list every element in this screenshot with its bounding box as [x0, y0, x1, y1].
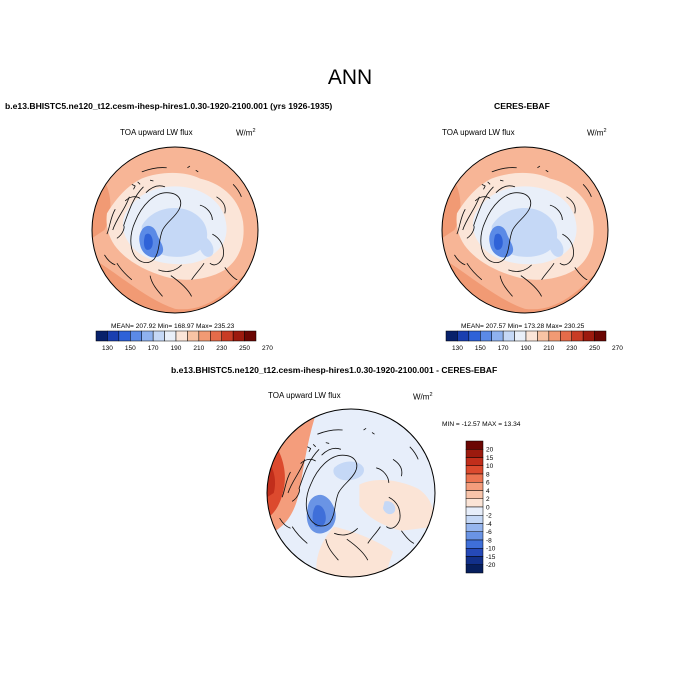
colorbar-2-swatch [560, 330, 572, 342]
colorbar-2-swatch [491, 330, 504, 342]
colorbar-2-tick-label: 150 [475, 345, 486, 352]
colorbar-3-tick-label: -8 [486, 537, 492, 544]
colorbar-2-tick-label: 130 [452, 345, 463, 352]
panel-2-colorbar: 130 150 170 190 210 230 250 270 [445, 330, 623, 352]
colorbar-1-swatch [244, 330, 257, 342]
colorbar-3-swatch [465, 465, 484, 475]
colorbar-1-tick-label: 230 [216, 345, 227, 352]
colorbar-1-swatch [130, 330, 142, 342]
colorbar-2-swatch [468, 330, 481, 342]
colorbar-3-tick-label: -4 [486, 521, 492, 528]
colorbar-2-swatch [594, 330, 607, 342]
colorbar-2-swatch [480, 330, 492, 342]
colorbar-3-swatch [465, 482, 484, 491]
colorbar-3-swatch [465, 506, 484, 516]
colorbar-3-tick-label: 8 [486, 471, 490, 478]
colorbar-3-tick-label: 15 [486, 455, 494, 462]
colorbar-3-tick-label: -6 [486, 529, 492, 536]
colorbar-3-tick-label: -10 [486, 546, 496, 553]
colorbar-1-tick-label: 210 [193, 345, 204, 352]
colorbar-1-tick-label: 250 [239, 345, 250, 352]
colorbar-3-tick-label: -15 [486, 554, 496, 561]
panel-1-units: W/m2 [236, 128, 256, 138]
colorbar-3-swatch [465, 539, 484, 549]
panel-1-colorbar: 130 150 170 190 210 230 250 270 [95, 330, 273, 352]
colorbar-2-swatch [582, 330, 595, 342]
panel-3-units: W/m2 [413, 392, 433, 402]
panel-2-map [441, 146, 609, 314]
colorbar-2-tick-label: 270 [612, 345, 623, 352]
colorbar-2-tick-label: 230 [566, 345, 577, 352]
colorbar-3-swatch [465, 564, 484, 574]
colorbar-1-swatch [95, 330, 108, 342]
colorbar-2-tick-label: 190 [521, 345, 532, 352]
colorbar-2-tick-label: 210 [543, 345, 554, 352]
colorbar-1-swatch [187, 330, 200, 342]
colorbar-3-tick-label: 10 [486, 463, 494, 470]
colorbar-1-swatch [141, 330, 154, 342]
colorbar-3-swatch [465, 490, 484, 499]
colorbar-3-swatch [465, 556, 484, 565]
panel-3-variable: TOA upward LW flux [268, 391, 341, 400]
colorbar-3-swatch [465, 523, 484, 532]
colorbar-3-swatch [465, 498, 484, 508]
colorbar-1-tick-label: 190 [171, 345, 182, 352]
colorbar-1-swatch [107, 330, 120, 342]
colorbar-3-swatch [465, 449, 484, 458]
colorbar-2-swatch [537, 330, 550, 342]
colorbar-3-swatch [465, 531, 484, 541]
colorbar-2-swatch [457, 330, 470, 342]
panel-3-title: b.e13.BHISTC5.ne120_t12.cesm-ihesp-hires… [171, 365, 498, 375]
colorbar-1-tick-label: 130 [102, 345, 113, 352]
panel-3-map [266, 408, 436, 578]
colorbar-2-swatch [502, 330, 515, 342]
colorbar-1-swatch [164, 330, 177, 342]
colorbar-1-swatch [221, 330, 234, 342]
colorbar-3-tick-label: 6 [486, 480, 490, 487]
colorbar-2-swatch [548, 330, 561, 342]
colorbar-2-swatch [445, 330, 458, 342]
colorbar-2-tick-label: 170 [498, 345, 509, 352]
panel-2-variable: TOA upward LW flux [442, 128, 515, 137]
panel-1-map [91, 146, 259, 314]
colorbar-3-swatch [465, 515, 484, 524]
colorbar-3-swatch [465, 457, 484, 466]
colorbar-1-tick-label: 170 [148, 345, 159, 352]
colorbar-3-swatch [465, 473, 484, 483]
colorbar-3-swatch [465, 440, 484, 450]
colorbar-1-tick-label: 150 [125, 345, 136, 352]
colorbar-1-tick-label: 270 [262, 345, 273, 352]
panel-1-title: b.e13.BHISTC5.ne120_t12.cesm-ihesp-hires… [5, 101, 333, 111]
figure-title: ANN [327, 66, 373, 89]
colorbar-3-tick-label: 20 [486, 447, 494, 454]
colorbar-1-swatch [175, 330, 188, 342]
panel-1-variable: TOA upward LW flux [120, 128, 193, 137]
colorbar-3-swatch [465, 548, 484, 557]
colorbar-2-tick-label: 250 [589, 345, 600, 352]
colorbar-3-tick-label: 0 [486, 504, 490, 511]
colorbar-1-swatch [118, 330, 131, 342]
colorbar-3-tick-label: -20 [486, 562, 496, 569]
colorbar-3-tick-label: 4 [486, 488, 490, 495]
panel-2-stats: MEAN= 207.57 Min= 173.28 Max= 230.25 [461, 323, 585, 330]
colorbar-1-swatch [232, 330, 245, 342]
colorbar-1-swatch [210, 330, 222, 342]
panel-1-stats: MEAN= 207.92 Min= 168.97 Max= 235.23 [111, 323, 235, 330]
colorbar-2-swatch [525, 330, 538, 342]
panel-3-stats: MIN = -12.57 MAX = 13.34 [442, 421, 521, 428]
colorbar-3-tick-label: -2 [486, 513, 492, 520]
panel-2-title: CERES-EBAF [494, 101, 550, 111]
panel-2-units: W/m2 [587, 128, 607, 138]
colorbar-2-swatch [514, 330, 527, 342]
colorbar-1-swatch [152, 330, 165, 342]
colorbar-3-tick-label: 2 [486, 496, 490, 503]
colorbar-2-swatch [571, 330, 584, 342]
colorbar-1-swatch [198, 330, 211, 342]
